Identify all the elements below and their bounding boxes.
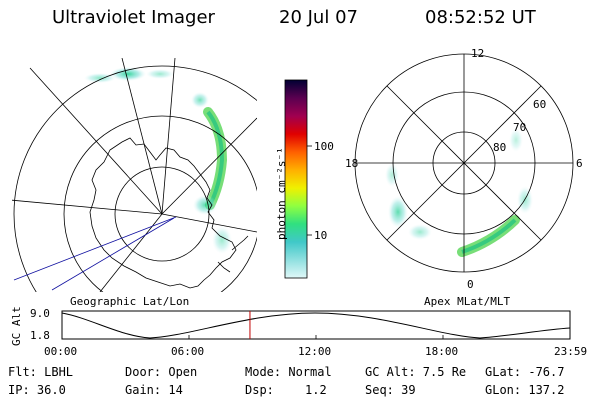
geo-meridians (12, 58, 257, 292)
mlt-label-18: 18 (345, 157, 359, 170)
colorbar (284, 79, 308, 279)
info-mode: Mode: Normal (245, 365, 332, 379)
colorbar-tick-100: 100 (314, 140, 334, 153)
strip-xtick-1200: 12:00 (298, 345, 332, 358)
apex-mlat-mlt-map (354, 53, 574, 273)
info-ip: IP: 36.0 (8, 383, 66, 397)
info-filter: Flt: LBHL (8, 365, 74, 379)
info-glat: GLat: -76.7 (485, 365, 565, 379)
strip-xticks (61, 335, 571, 339)
strip-ytick-top: 9.0 (30, 307, 50, 320)
geographic-map (12, 58, 257, 292)
aurora-emission-apex (385, 128, 533, 257)
observation-date: 20 Jul 07 (279, 7, 358, 28)
strip-xtick-2359: 23:59 (554, 345, 588, 358)
info-gc-alt: GC Alt: 7.5 Re (365, 365, 467, 379)
sun-orbit-lines (13, 216, 177, 291)
apex-panel-caption: Apex MLat/MLT (424, 295, 511, 308)
observation-time: 08:52:52 UT (425, 7, 536, 28)
info-dsp-label: Dsp: (245, 383, 274, 397)
strip-xtick-1800: 18:00 (425, 345, 459, 358)
info-seq: Seq: 39 (365, 383, 416, 397)
mlt-label-12: 12 (471, 47, 485, 60)
mlat-label-80: 80 (493, 141, 507, 154)
info-door: Door: Open (125, 365, 198, 379)
colorbar-unit-label: photon cm⁻²s⁻¹ (275, 147, 288, 240)
mlt-label-6: 6 (576, 157, 583, 170)
info-dsp-value: 1.2 (305, 383, 327, 397)
colorbar-ticks (307, 145, 312, 236)
info-glon: GLon: 137.2 (485, 383, 565, 397)
strip-xtick-0000: 00:00 (44, 345, 78, 358)
altitude-curve (61, 312, 571, 339)
geo-panel-caption: Geographic Lat/Lon (70, 295, 190, 308)
colorbar-tick-10: 10 (314, 229, 328, 242)
aurora-emission-geo (84, 67, 232, 254)
strip-xtick-0600: 06:00 (171, 345, 205, 358)
mlat-label-70: 70 (513, 121, 527, 134)
instrument-title: Ultraviolet Imager (52, 7, 215, 28)
apex-mlt-lines (355, 54, 573, 272)
info-gain: Gain: 14 (125, 383, 183, 397)
mlt-label-0: 0 (467, 278, 474, 291)
strip-ylabel: GC Alt (10, 306, 23, 346)
altitude-strip-frame (61, 310, 571, 340)
strip-ytick-bottom: 1.8 (30, 329, 50, 342)
mlat-label-60: 60 (533, 98, 547, 111)
antarctic-coastline (89, 137, 237, 289)
